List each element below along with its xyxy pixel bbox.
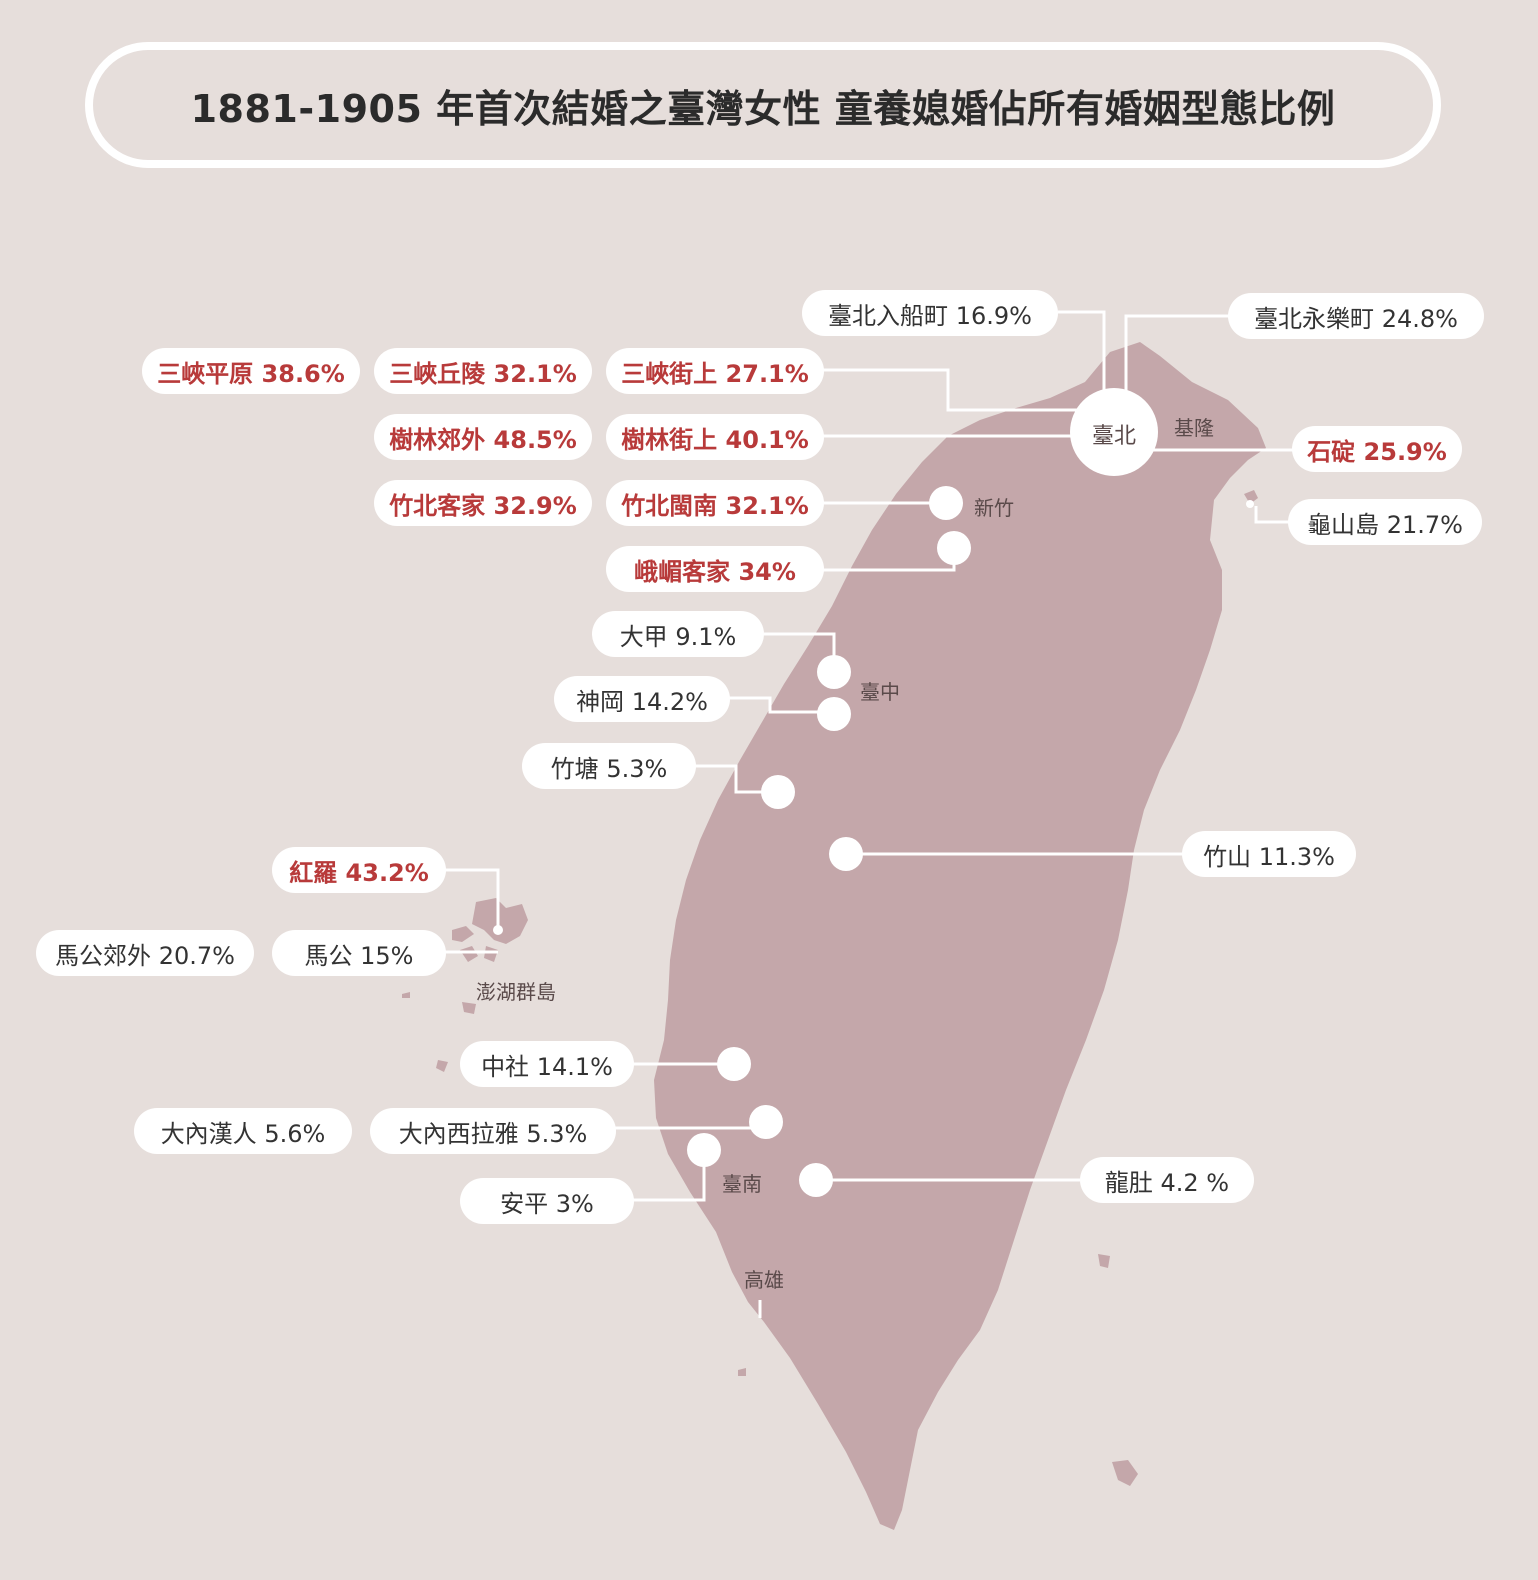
label-shengang: 神岡 14.2% bbox=[554, 676, 730, 722]
title-banner: 1881-1905 年首次結婚之臺灣女性 童養媳婚佔所有婚姻型態比例 bbox=[85, 42, 1441, 168]
guishan-island-shape bbox=[1244, 490, 1258, 504]
label-sanxia-plain: 三峽平原 38.6% bbox=[142, 348, 360, 394]
label-hongluo: 紅羅 43.2% bbox=[272, 847, 446, 893]
marker-longdu bbox=[799, 1163, 833, 1197]
label-zhubei-hakka: 竹北客家 32.9% bbox=[374, 480, 592, 526]
label-anping: 安平 3% bbox=[460, 1178, 634, 1224]
label-sanxia-hill: 三峽丘陵 32.1% bbox=[374, 348, 592, 394]
marker-taipei bbox=[1070, 388, 1158, 476]
label-danei-han: 大內漢人 5.6% bbox=[134, 1108, 352, 1154]
place-taichung: 臺中 bbox=[860, 680, 900, 704]
place-hsinchu: 新竹 bbox=[974, 496, 1014, 520]
marker-hongluo bbox=[493, 925, 503, 935]
label-zhushan: 竹山 11.3% bbox=[1182, 831, 1356, 877]
marker-zhutang bbox=[761, 775, 795, 809]
label-magong-suburb: 馬公郊外 20.7% bbox=[36, 930, 254, 976]
green-island-shape bbox=[1098, 1254, 1110, 1268]
label-longdu: 龍肚 4.2 % bbox=[1080, 1157, 1254, 1203]
place-taipei: 臺北 bbox=[1092, 424, 1137, 449]
label-sanxia-street: 三峽街上 27.1% bbox=[606, 348, 824, 394]
label-dajia: 大甲 9.1% bbox=[592, 611, 764, 657]
marker-anping bbox=[687, 1133, 721, 1167]
place-keelung: 基隆 bbox=[1174, 416, 1214, 440]
label-taipei-chuanchuan: 臺北入船町 16.9% bbox=[802, 290, 1058, 336]
label-zhongshe: 中社 14.1% bbox=[460, 1041, 634, 1087]
marker-zhushan bbox=[829, 837, 863, 871]
penghu-islands-shape bbox=[402, 898, 528, 1072]
place-tainan: 臺南 bbox=[722, 1172, 762, 1196]
marker-hsinchu bbox=[929, 486, 963, 520]
place-penghu: 澎湖群島 bbox=[476, 980, 556, 1004]
location-markers bbox=[493, 388, 1254, 1197]
label-guishan-island: 龜山島 21.7% bbox=[1288, 499, 1482, 545]
marker-guishan bbox=[1246, 500, 1254, 508]
marker-danei bbox=[749, 1105, 783, 1139]
marker-dajia bbox=[817, 655, 851, 689]
liuqiu-island-shape bbox=[738, 1368, 746, 1376]
label-emei-hakka: 峨嵋客家 34% bbox=[606, 546, 824, 592]
label-shulin-street: 樹林街上 40.1% bbox=[606, 414, 824, 460]
place-kaohsiung: 高雄 bbox=[744, 1268, 784, 1292]
label-shulin-suburb: 樹林郊外 48.5% bbox=[374, 414, 592, 460]
label-taipei-yongle: 臺北永樂町 24.8% bbox=[1228, 293, 1484, 339]
label-danei-siraya: 大內西拉雅 5.3% bbox=[370, 1108, 616, 1154]
marker-emei bbox=[937, 531, 971, 565]
orchid-island-shape bbox=[1112, 1460, 1138, 1486]
marker-shengang bbox=[817, 697, 851, 731]
map-title: 1881-1905 年首次結婚之臺灣女性 童養媳婚佔所有婚姻型態比例 bbox=[190, 86, 1336, 131]
label-zhubei-minnan: 竹北閩南 32.1% bbox=[606, 480, 824, 526]
taiwan-island bbox=[654, 342, 1266, 1530]
label-zhutang: 竹塘 5.3% bbox=[522, 743, 696, 789]
label-shiding: 石碇 25.9% bbox=[1292, 426, 1462, 472]
label-magong: 馬公 15% bbox=[272, 930, 446, 976]
marker-zhongshe bbox=[717, 1047, 751, 1081]
